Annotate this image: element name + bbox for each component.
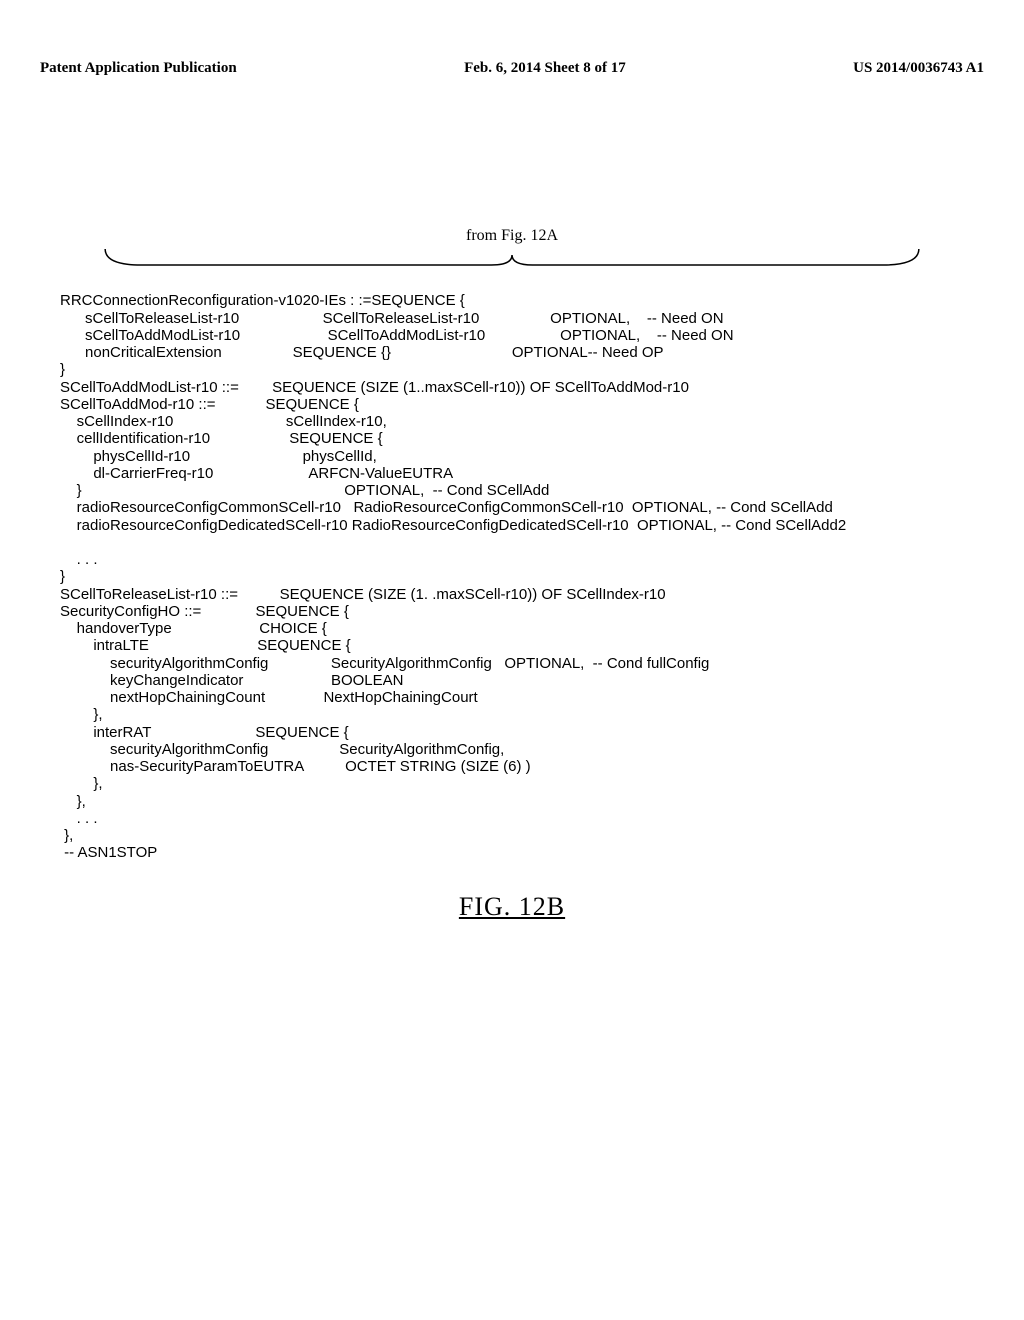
code-line: }, [60, 827, 73, 844]
header-right: US 2014/0036743 A1 [853, 60, 984, 77]
asn1-code-block: RRCConnectionReconfiguration-v1020-IEs :… [60, 275, 964, 862]
code-line: }, [60, 706, 103, 723]
code-line: SecurityConfigHO ::= SEQUENCE { [60, 603, 349, 620]
code-line: } OPTIONAL, -- Cond SCellAdd [60, 482, 549, 499]
header-center: Feb. 6, 2014 Sheet 8 of 17 [464, 60, 626, 77]
code-line: sCellToAddModList-r10 SCellToAddModList-… [60, 327, 734, 344]
code-line: RRCConnectionReconfiguration-v1020-IEs :… [60, 292, 465, 309]
code-line: cellIdentification-r10 SEQUENCE { [60, 430, 383, 447]
code-line: SCellToAddMod-r10 ::= SEQUENCE { [60, 396, 359, 413]
code-line: nextHopChainingCount NextHopChainingCour… [60, 689, 478, 706]
code-line: interRAT SEQUENCE { [60, 724, 349, 741]
code-line: securityAlgorithmConfig SecurityAlgorith… [60, 741, 504, 758]
code-line: nas-SecurityParamToEUTRA OCTET STRING (S… [60, 758, 531, 775]
code-line: handoverType CHOICE { [60, 620, 327, 637]
code-line: securityAlgorithmConfig SecurityAlgorith… [60, 655, 709, 672]
code-line: intraLTE SEQUENCE { [60, 637, 351, 654]
code-line: . . . [60, 551, 98, 568]
code-line: radioResourceConfigDedicatedSCell-r10 Ra… [60, 517, 846, 534]
brace-decoration [100, 247, 924, 267]
code-line: radioResourceConfigCommonSCell-r10 Radio… [60, 499, 833, 516]
code-line: }, [60, 793, 86, 810]
code-line: dl-CarrierFreq-r10 ARFCN-ValueEUTRA [60, 465, 453, 482]
code-line: -- ASN1STOP [60, 844, 157, 861]
from-figure-label: from Fig. 12A [40, 227, 984, 245]
figure-caption: FIG. 12B [40, 892, 984, 922]
code-line: sCellToReleaseList-r10 SCellToReleaseLis… [60, 310, 724, 327]
code-line: SCellToAddModList-r10 ::= SEQUENCE (SIZE… [60, 379, 689, 396]
code-line: }, [60, 775, 103, 792]
code-line: . . . [60, 810, 98, 827]
code-line: keyChangeIndicator BOOLEAN [60, 672, 403, 689]
code-line: } [60, 568, 65, 585]
code-line: physCellId-r10 physCellId, [60, 448, 377, 465]
header-left: Patent Application Publication [40, 60, 237, 77]
code-line: } [60, 361, 65, 378]
code-line: nonCriticalExtension SEQUENCE {} OPTIONA… [60, 344, 664, 361]
code-line: SCellToReleaseList-r10 ::= SEQUENCE (SIZ… [60, 586, 666, 603]
code-line: sCellIndex-r10 sCellIndex-r10, [60, 413, 387, 430]
page-header: Patent Application Publication Feb. 6, 2… [40, 60, 984, 77]
